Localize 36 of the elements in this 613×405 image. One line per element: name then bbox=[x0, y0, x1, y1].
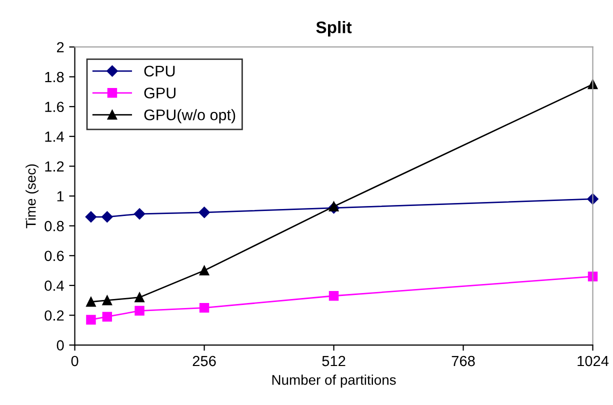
x-tick-label: 512 bbox=[322, 356, 346, 366]
x-tick-label: 256 bbox=[192, 356, 216, 366]
point bbox=[134, 208, 146, 220]
x-axis-title: Number of partitions bbox=[272, 374, 396, 388]
point bbox=[102, 211, 113, 222]
x-tick-label: 768 bbox=[452, 356, 475, 366]
y-tick-label: 0 bbox=[56, 340, 64, 350]
legend-label: GPU(w/o opt) bbox=[144, 109, 236, 124]
point bbox=[328, 202, 339, 212]
y-axis-title: Time (sec) bbox=[26, 164, 39, 228]
x-tick-label: 0 bbox=[71, 356, 78, 366]
y-tick-label: 1.8 bbox=[45, 72, 64, 82]
y-tick-label: 1.6 bbox=[45, 102, 64, 112]
point bbox=[328, 291, 339, 301]
point bbox=[198, 206, 210, 218]
point bbox=[85, 211, 97, 222]
chart-title: Split bbox=[316, 21, 352, 37]
y-tick-label: 1.4 bbox=[45, 132, 64, 142]
y-tick-label: 1.2 bbox=[45, 161, 64, 172]
point bbox=[86, 296, 96, 307]
y-tick-label: 2 bbox=[56, 42, 64, 52]
point bbox=[134, 292, 144, 302]
legend-label: CPU bbox=[144, 66, 175, 77]
y-tick-label: 1 bbox=[57, 191, 64, 202]
point bbox=[102, 295, 112, 306]
point bbox=[134, 306, 144, 316]
point bbox=[199, 266, 210, 276]
x-tick-label: 1024 bbox=[578, 356, 609, 366]
y-tick-label: 0.6 bbox=[44, 250, 64, 262]
legend-label: GPU bbox=[144, 88, 176, 98]
y-tick-label: 0.2 bbox=[44, 310, 64, 321]
point bbox=[102, 312, 112, 322]
y-tick-label: 0.8 bbox=[44, 220, 64, 232]
y-tick-label: 0.4 bbox=[44, 280, 64, 291]
point bbox=[199, 302, 210, 313]
point bbox=[86, 314, 96, 325]
